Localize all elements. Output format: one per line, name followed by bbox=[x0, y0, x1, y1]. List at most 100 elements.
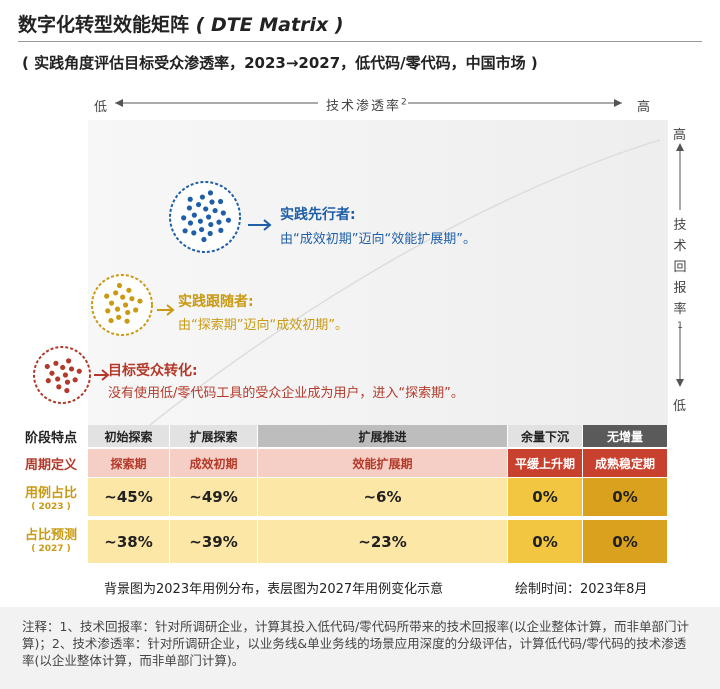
dot bbox=[116, 314, 122, 320]
dot bbox=[125, 309, 131, 316]
share-cell: 0% bbox=[508, 478, 582, 516]
dot bbox=[201, 236, 207, 243]
share-cell: 0% bbox=[583, 520, 667, 563]
dot bbox=[197, 218, 203, 224]
rule bbox=[18, 41, 702, 42]
dot bbox=[206, 214, 212, 220]
dot bbox=[116, 282, 123, 289]
curve bbox=[149, 139, 661, 425]
group-desc: 没有使用低/零代码工具的受众企业成为用户，进入“探索期”。 bbox=[108, 386, 464, 401]
dot bbox=[212, 207, 218, 214]
share-cell: 0% bbox=[508, 520, 582, 563]
dot bbox=[191, 212, 197, 218]
table-cell: 成熟稳定期 bbox=[583, 449, 667, 477]
arrow bbox=[94, 369, 110, 381]
dot bbox=[60, 364, 66, 371]
arrow bbox=[248, 219, 272, 231]
row-header: 占比预测 bbox=[24, 527, 77, 543]
y-label-text: 技术回报率 bbox=[673, 218, 687, 317]
dot bbox=[187, 220, 194, 226]
group-desc: 由“探索期”迈向“成效初期”。 bbox=[178, 318, 348, 333]
dot bbox=[220, 210, 226, 216]
dot bbox=[216, 219, 222, 225]
dot bbox=[56, 384, 62, 390]
dot bbox=[217, 198, 224, 205]
dot bbox=[207, 230, 213, 237]
dot bbox=[104, 293, 110, 299]
x-sup: 2 bbox=[401, 97, 409, 108]
title: 数字化转型效能矩阵 bbox=[18, 14, 190, 36]
share-cell: ~49% bbox=[170, 478, 257, 516]
dot bbox=[191, 230, 197, 236]
group-desc: 由“成效初期”迈向“效能扩展期”。 bbox=[280, 232, 476, 247]
dot bbox=[76, 368, 82, 374]
x-low: 低 bbox=[94, 100, 108, 115]
title-en: ( DTE Matrix ) bbox=[195, 14, 344, 36]
x-label-text: 技术渗透率 bbox=[326, 99, 402, 114]
dot bbox=[124, 318, 130, 324]
subtitle: ( 实践角度评估目标受众渗透率，2023→2027，低代码/零代码，中国市场 ) bbox=[22, 54, 538, 72]
table-cell: 扩展探索 bbox=[170, 425, 257, 447]
dot bbox=[133, 307, 139, 313]
dot bbox=[195, 201, 202, 208]
dot bbox=[108, 317, 114, 324]
dot bbox=[182, 228, 188, 234]
share-cell: ~45% bbox=[88, 478, 169, 516]
y-high: 高 bbox=[673, 128, 687, 143]
group-name: 实践先行者: bbox=[280, 207, 356, 223]
table-cell: 扩展推进 bbox=[258, 425, 507, 447]
title-row: 数字化转型效能矩阵 ( DTE Matrix ) bbox=[18, 10, 344, 37]
dot bbox=[199, 194, 206, 200]
dot bbox=[55, 376, 61, 382]
dot bbox=[108, 300, 115, 306]
dot bbox=[137, 298, 143, 304]
dot bbox=[49, 370, 55, 376]
table-cell: 成效初期 bbox=[170, 449, 257, 477]
caption: 背景图为2023年用例分布，表层图为2027年用例变化示意 bbox=[104, 582, 444, 597]
group-circle bbox=[169, 181, 241, 253]
matrix bbox=[33, 99, 684, 425]
arrow bbox=[157, 304, 175, 316]
table-cell: 探索期 bbox=[88, 449, 169, 477]
dot bbox=[209, 199, 215, 205]
group-circle bbox=[91, 274, 153, 336]
dot bbox=[126, 287, 132, 293]
dot bbox=[66, 358, 72, 364]
row-header: 用例占比 bbox=[24, 485, 77, 501]
x-high: 高 bbox=[637, 100, 651, 115]
dot bbox=[203, 206, 209, 212]
group-name: 实践跟随者: bbox=[178, 294, 254, 310]
dot bbox=[218, 227, 224, 233]
notes: 注释：1、技术回报率：针对所调研企业，计算其投入低代码/零代码所带来的技术回报率… bbox=[22, 619, 690, 668]
dot bbox=[186, 205, 192, 211]
share-cell: 0% bbox=[583, 478, 667, 516]
dot bbox=[225, 217, 232, 223]
group-name: 目标受众转化: bbox=[108, 363, 198, 379]
dot bbox=[53, 360, 59, 366]
dot bbox=[105, 308, 111, 314]
row-header: 阶段特点 bbox=[24, 430, 77, 446]
row-header: 周期定义 bbox=[24, 457, 77, 473]
share-cell: ~39% bbox=[170, 520, 257, 563]
y-label: 技术回报率 1 bbox=[673, 215, 687, 332]
dot bbox=[45, 378, 51, 384]
dot bbox=[44, 363, 50, 370]
dot bbox=[113, 290, 119, 296]
share-cell: ~38% bbox=[88, 520, 169, 563]
dot bbox=[64, 387, 70, 394]
dot bbox=[114, 306, 121, 312]
matrix-bg bbox=[88, 120, 668, 425]
dot bbox=[64, 379, 71, 385]
notes-bg bbox=[0, 607, 720, 689]
dot bbox=[181, 215, 187, 221]
share-cell: ~23% bbox=[258, 520, 507, 563]
dot bbox=[68, 366, 75, 372]
table-cell: 初始探索 bbox=[88, 425, 169, 447]
table-cell: 平缓上升期 bbox=[508, 449, 582, 477]
dot bbox=[207, 190, 214, 196]
share-cell: ~6% bbox=[258, 478, 507, 516]
dot bbox=[122, 302, 129, 308]
dot bbox=[129, 296, 135, 302]
row-header: ( 2027 ) bbox=[31, 544, 71, 554]
